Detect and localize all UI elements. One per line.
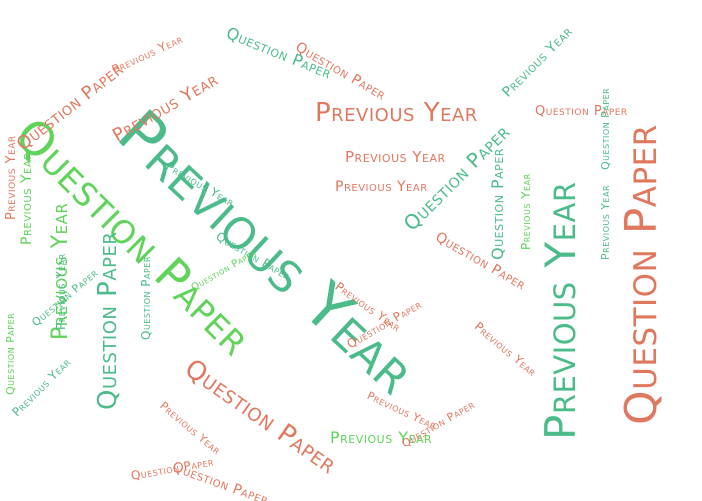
word-38: Question Paper	[4, 312, 17, 395]
word-7: Previous Year	[345, 148, 446, 166]
word-34: Question Paper	[139, 256, 153, 340]
word-20: Question Paper	[535, 104, 628, 119]
word-33: Previous Year	[54, 253, 68, 330]
word-23: Previous Year	[519, 173, 533, 250]
word-17: Previous Year	[19, 152, 35, 245]
word-37: Previous Year	[4, 135, 19, 220]
word-13: Previous Year	[330, 428, 433, 447]
word-30: Question Paper	[399, 398, 478, 451]
word-26: Question Paper	[599, 87, 612, 170]
word-31: Previous Year	[471, 319, 540, 380]
word-24: Question Paper	[432, 229, 529, 294]
word-8: Question Paper	[93, 231, 123, 410]
word-19: Previous Year	[109, 31, 185, 77]
word-35: Previous Year	[157, 399, 224, 458]
word-5: Question Paper	[616, 124, 667, 425]
word-22: Question Paper	[488, 148, 507, 260]
word-4: Previous Year	[536, 181, 585, 440]
word-11: Previous Year	[335, 179, 428, 195]
word-39: Previous Year	[9, 355, 74, 420]
word-25: Previous Year	[599, 184, 612, 260]
word-3: Previous Year	[315, 98, 478, 128]
word-21: Previous Year	[499, 23, 577, 101]
